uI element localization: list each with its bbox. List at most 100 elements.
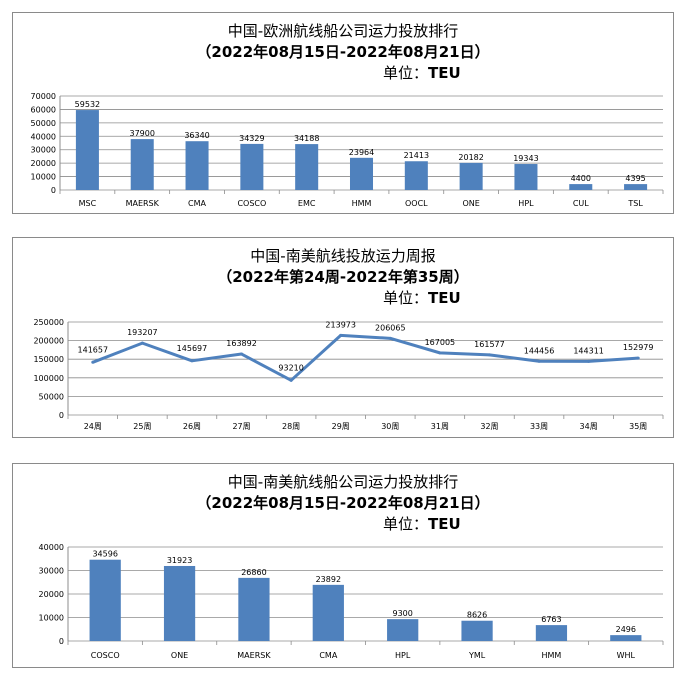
x-tick-label: EMC xyxy=(298,199,316,208)
y-tick-label: 150000 xyxy=(33,355,64,364)
data-point xyxy=(91,360,95,364)
series-line xyxy=(92,333,639,382)
data-label: 93210 xyxy=(278,363,303,372)
x-tick-label: CUL xyxy=(573,199,589,208)
y-tick-label: 0 xyxy=(51,186,56,195)
bar xyxy=(75,110,99,190)
x-tick-label: HPL xyxy=(395,651,411,660)
y-tick-label: 40000 xyxy=(39,543,64,552)
data-point xyxy=(240,352,244,356)
data-label: 34188 xyxy=(294,134,319,143)
data-label: 34329 xyxy=(239,134,264,143)
data-point xyxy=(289,378,293,382)
line-chart-south-america: 0 50000 100000 150000 200000 250000 141657 24周 1… xyxy=(33,318,664,431)
x-tick-label: COSCO xyxy=(237,199,266,208)
x-tick-label: 30周 xyxy=(381,422,399,431)
data-label: 21413 xyxy=(404,151,429,160)
data-label: 6763 xyxy=(541,615,561,624)
data-label: 8626 xyxy=(467,611,487,620)
data-label: 36340 xyxy=(184,131,209,140)
bar xyxy=(349,157,374,190)
bar xyxy=(295,144,319,190)
data-label: 59532 xyxy=(75,100,100,109)
data-label: 9300 xyxy=(393,609,413,618)
chart-title: 中国-南美航线投放运力周报 xyxy=(250,247,436,265)
data-label: 2496 xyxy=(616,625,636,634)
data-point xyxy=(388,336,392,340)
bar xyxy=(89,559,121,641)
unit-label-text: 单位： xyxy=(383,64,429,82)
y-tick-label: 30000 xyxy=(31,146,56,155)
data-point xyxy=(587,359,591,363)
data-label: 37900 xyxy=(130,129,155,138)
data-label: 23892 xyxy=(316,575,341,584)
data-point xyxy=(140,341,144,345)
unit-label-text: 单位： xyxy=(383,289,429,307)
bar xyxy=(387,619,419,641)
y-tick-label: 30000 xyxy=(39,567,64,576)
y-tick-label: 10000 xyxy=(39,614,64,623)
x-tick-label: HMM xyxy=(352,199,372,208)
chart-subtitle: （2022年08月15日-2022年08月21日） xyxy=(196,494,490,512)
bar xyxy=(185,141,209,190)
data-point xyxy=(438,351,442,355)
y-tick-label: 0 xyxy=(59,411,64,420)
x-tick-label: 25周 xyxy=(133,422,151,431)
bar xyxy=(535,625,568,641)
y-tick-label: 50000 xyxy=(31,119,56,128)
y-tick-label: 250000 xyxy=(33,318,64,327)
bar xyxy=(312,584,344,641)
y-tick-label: 20000 xyxy=(39,590,64,599)
chart-panel-south-america-carriers: 中国-南美航线船公司运力投放排行 （2022年08月15日-2022年08月21… xyxy=(12,463,674,668)
unit-label: 单位：TEU xyxy=(383,515,461,533)
x-tick-label: MAERSK xyxy=(126,199,160,208)
y-tick-label: 60000 xyxy=(31,105,56,114)
data-label: 145697 xyxy=(177,344,208,353)
x-tick-label: 33周 xyxy=(530,422,548,431)
data-point xyxy=(487,353,491,357)
data-label: 167005 xyxy=(425,338,456,347)
x-tick-label: CMA xyxy=(319,651,337,660)
data-label: 4400 xyxy=(571,174,591,183)
chart-panel-europe: 中国-欧洲航线船公司运力投放排行 （2022年08月15日-2022年08月21… xyxy=(12,12,674,214)
x-tick-label: ONE xyxy=(462,199,479,208)
x-tick-label: WHL xyxy=(617,651,636,660)
unit-value: TEU xyxy=(428,515,461,533)
data-label: 206065 xyxy=(375,323,406,332)
bar xyxy=(461,620,493,641)
data-label: 19343 xyxy=(513,154,538,163)
data-label: 4395 xyxy=(625,174,645,183)
x-tick-label: 28周 xyxy=(282,422,300,431)
chart-subtitle: （2022年08月15日-2022年08月21日） xyxy=(196,43,490,61)
x-tick-label: OOCL xyxy=(405,199,428,208)
x-tick-label: 26周 xyxy=(183,422,201,431)
y-tick-label: 100000 xyxy=(33,374,64,383)
x-tick-label: COSCO xyxy=(91,651,120,660)
x-tick-label: HPL xyxy=(518,199,534,208)
chart-title: 中国-欧洲航线船公司运力投放排行 xyxy=(227,22,459,40)
unit-value: TEU xyxy=(428,289,461,307)
bar xyxy=(514,164,538,190)
data-point xyxy=(636,356,640,360)
data-point xyxy=(190,359,194,363)
y-tick-label: 50000 xyxy=(39,392,64,401)
y-tick-label: 20000 xyxy=(31,159,56,168)
bar-chart-south-america: 0 10000 20000 30000 40000 34596 COSCO 31923 ONE 2… xyxy=(39,543,664,660)
unit-value: TEU xyxy=(428,64,461,82)
data-label: 144311 xyxy=(573,346,604,355)
x-tick-label: 31周 xyxy=(431,422,449,431)
x-tick-label: MAERSK xyxy=(237,651,271,660)
data-label: 163892 xyxy=(226,339,257,348)
x-tick-label: MSC xyxy=(79,199,97,208)
chart-title: 中国-南美航线船公司运力投放排行 xyxy=(227,473,459,491)
bar xyxy=(459,162,483,190)
y-tick-label: 200000 xyxy=(33,337,64,346)
unit-label-text: 单位： xyxy=(383,515,429,533)
bar xyxy=(163,565,196,641)
x-tick-label: TSL xyxy=(627,199,643,208)
x-tick-label: ONE xyxy=(171,651,188,660)
data-label: 26860 xyxy=(241,568,266,577)
data-point xyxy=(537,359,541,363)
data-label: 20182 xyxy=(458,153,483,162)
y-tick-label: 40000 xyxy=(31,132,56,141)
